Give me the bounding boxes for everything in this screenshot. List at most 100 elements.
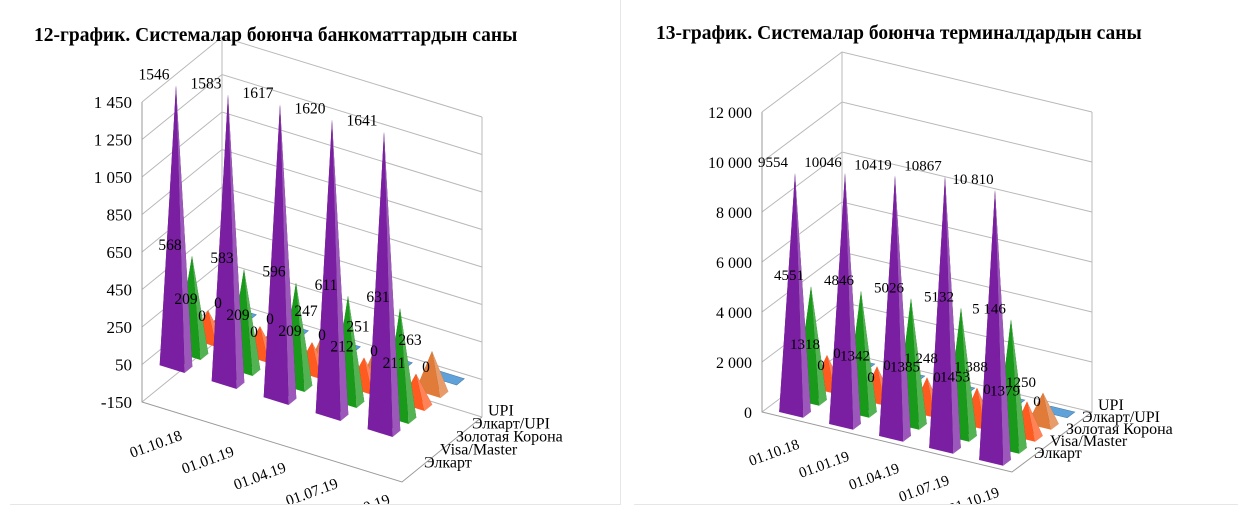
data-label: 5 146	[972, 301, 1006, 317]
pyramid-right-face	[228, 94, 245, 389]
data-label: 611	[315, 277, 338, 294]
pyramid-right-face	[416, 373, 433, 411]
data-label: 1641	[347, 113, 378, 130]
series-label: UPI	[1098, 397, 1124, 414]
pyramid-right-face	[348, 295, 365, 408]
pyramid-right-face	[795, 173, 811, 418]
x-tick-label: 01.10.18	[747, 437, 802, 470]
series-label: Элкарт/UPI	[472, 416, 550, 433]
pyramid-front-face	[211, 94, 237, 389]
chart-12-panel: 1 450 1 250 1 050 850 650 450 250 50 -150 01.10.1…	[10, 0, 621, 505]
y-tick-label: 250	[107, 318, 133, 337]
pyramid-right-face	[811, 286, 827, 406]
x-tick-label: 01.01.19	[797, 449, 852, 482]
x-tick-label: 01.01.19	[180, 443, 237, 478]
pyramid-front-face	[829, 172, 854, 430]
y-tick-label: 650	[107, 243, 133, 262]
y-tick-label: 6 000	[716, 255, 752, 272]
series-label: Золотая Корона	[1066, 421, 1173, 438]
series-label: Элкарт	[1034, 445, 1082, 462]
data-label: 0	[983, 382, 991, 398]
data-marks	[779, 172, 1076, 466]
data-label: 0	[883, 358, 891, 374]
gridline	[141, 111, 483, 193]
data-label: 4551	[774, 268, 804, 284]
axis-frame	[141, 102, 483, 483]
data-label: 209	[226, 307, 250, 324]
data-label: 0	[250, 324, 258, 341]
pyramid-front-face	[263, 104, 289, 405]
data-label: 0	[422, 359, 430, 376]
pyramid-right-face	[400, 308, 417, 424]
data-label: 0	[266, 311, 274, 328]
chart-13-title: 13-график. Системалар боюнча терминалдар…	[656, 23, 1142, 44]
pyramid-right-face	[296, 282, 313, 392]
data-label: 1385	[890, 359, 920, 375]
data-label: 263	[398, 332, 422, 349]
data-label: 1318	[790, 337, 820, 353]
data-label: 211	[383, 355, 406, 372]
gridline	[141, 148, 483, 230]
chart-13-panel: 12 000 10 000 8 000 6 000 4 000 2 000 0 01.10.1…	[634, 0, 1238, 505]
data-label: 0	[214, 295, 222, 312]
x-tick-label: 01.07.19	[897, 473, 952, 504]
pyramid-right-face	[895, 175, 911, 442]
y-tick-label: 450	[107, 281, 133, 300]
pyramid-right-face	[332, 119, 349, 421]
pyramid-right-face	[995, 189, 1011, 466]
pyramid-right-face	[384, 131, 401, 437]
y-tick-label: 4 000	[716, 305, 752, 322]
data-label: 0	[817, 358, 825, 374]
pyramid-right-face	[176, 85, 193, 373]
data-label: 1617	[243, 85, 274, 102]
data-label: 596	[262, 264, 286, 281]
chart-13-plot: 12 000 10 000 8 000 6 000 4 000 2 000 0 01.10.1…	[708, 51, 1173, 504]
data-label: 0	[198, 308, 206, 325]
series-label: UPI	[488, 403, 514, 420]
data-label: 1342	[840, 348, 870, 364]
pyramid-right-face	[280, 104, 297, 405]
series-label: Visa/Master	[440, 442, 518, 459]
pyramid-right-face	[1011, 319, 1027, 454]
y-tick-label: -150	[101, 393, 132, 412]
data-label: 1250	[1006, 375, 1036, 391]
data-label: 209	[174, 291, 198, 308]
y-tick-label: 1 050	[94, 168, 132, 187]
x-tick-label: 01.04.19	[847, 461, 902, 494]
pyramid-front-face	[159, 85, 185, 373]
data-label: 0	[867, 370, 875, 386]
data-label: 10419	[854, 158, 892, 174]
pyramid-front-face	[979, 189, 1004, 466]
series-label: Элкарт/UPI	[1082, 409, 1160, 426]
y-tick-label: 8 000	[716, 205, 752, 222]
data-label: 4846	[824, 273, 855, 289]
data-label: 1 248	[904, 351, 938, 367]
y-tick-label: 50	[115, 356, 132, 375]
y-tick-label: 12 000	[708, 105, 752, 122]
y-tick-label: 10 000	[708, 155, 752, 172]
chart-12-title: 12-график. Системалар боюнча банкоматтар…	[34, 25, 518, 46]
x-tick-label: 01.04.19	[232, 459, 289, 494]
data-label: 1453	[940, 370, 970, 386]
data-label: 251	[346, 318, 369, 335]
data-label: 212	[330, 339, 353, 356]
series-label: Золотая Корона	[456, 429, 563, 446]
pyramid-right-face	[911, 298, 927, 430]
data-label: 9554	[758, 155, 789, 171]
data-label: 583	[210, 250, 234, 267]
data-label: 10867	[904, 158, 942, 174]
data-label: 1620	[295, 101, 326, 118]
y-tick-label: 1 450	[94, 93, 132, 112]
pyramid-front-face	[779, 173, 804, 418]
x-tick-label: 01.10.19	[336, 491, 393, 504]
gridline	[761, 201, 1093, 263]
pyramid-front-face	[929, 176, 954, 454]
pyramid-front-face	[367, 131, 393, 437]
data-label: 10046	[804, 155, 842, 171]
pyramid-front-face	[879, 175, 904, 442]
pyramid-right-face	[945, 176, 961, 454]
y-tick-label: 2 000	[716, 355, 752, 372]
data-label: 0	[1033, 394, 1041, 410]
data-label: 5132	[924, 290, 954, 306]
gridline	[761, 51, 1093, 113]
